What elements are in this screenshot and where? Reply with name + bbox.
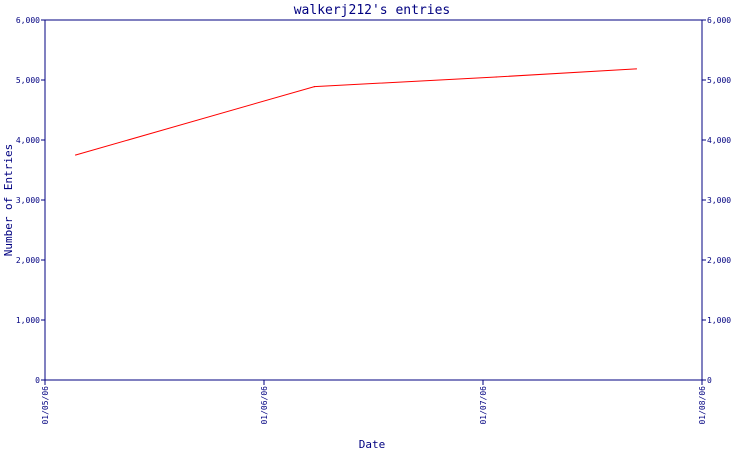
y-tick-label-right: 4,000 — [707, 136, 731, 145]
y-tick-label-left: 6,000 — [16, 16, 40, 25]
x-axis-label: Date — [359, 438, 386, 450]
y-tick-label-right: 6,000 — [707, 16, 731, 25]
data-point — [495, 76, 497, 78]
y-tick-label-left: 2,000 — [16, 256, 40, 265]
x-tick-label: 01/07/06 — [479, 386, 488, 425]
data-point — [75, 154, 77, 156]
y-axis-label: Number of Entries — [2, 144, 15, 257]
plot-frame — [44, 19, 703, 381]
y-tick-label-right: 5,000 — [707, 76, 731, 85]
y-tick-label-left: 0 — [35, 376, 40, 385]
series-line — [75, 68, 637, 156]
y-tick-label-right: 0 — [707, 376, 712, 385]
y-tick-label-left: 1,000 — [16, 316, 40, 325]
chart-title: walkerj212's entries — [294, 3, 451, 18]
data-point — [635, 68, 637, 70]
y-tick-label-right: 1,000 — [707, 316, 731, 325]
y-tick-label-left: 5,000 — [16, 76, 40, 85]
y-tick-label-right: 2,000 — [707, 256, 731, 265]
plot-area: 0 0 1,000 1,000 2,000 2,000 3,000 3,000 4,000 4,0… — [16, 16, 731, 425]
x-tick-label: 01/05/06 — [41, 386, 50, 425]
y-tick-label-left: 3,000 — [16, 196, 40, 205]
data-point — [313, 86, 315, 88]
x-tick-label: 01/08/06 — [698, 386, 707, 425]
y-tick-label-left: 4,000 — [16, 136, 40, 145]
y-tick-label-right: 3,000 — [707, 196, 731, 205]
x-tick-label: 01/06/06 — [260, 386, 269, 425]
